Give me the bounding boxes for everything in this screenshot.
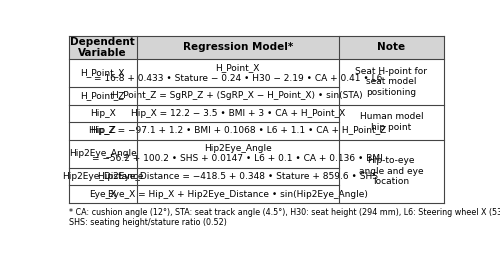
Bar <box>68 36 444 59</box>
Text: Eye_X: Eye_X <box>89 190 117 199</box>
Text: * CA: cushion angle (12°), STA: seat track angle (4.5°), H30: seat height (294 m: * CA: cushion angle (12°), STA: seat tra… <box>68 207 500 227</box>
Text: Hip2Eye_Angle: Hip2Eye_Angle <box>69 149 136 158</box>
Text: H_Point_Z = SgRP_Z + (SgRP_X − H_Point_X) • sin(STA): H_Point_Z = SgRP_Z + (SgRP_X − H_Point_X… <box>112 91 363 100</box>
Text: H_Point_X: H_Point_X <box>80 68 125 77</box>
Text: Hip2Eye_Distance = −418.5 + 0.348 • Stature + 859.6 • SHS: Hip2Eye_Distance = −418.5 + 0.348 • Stat… <box>98 172 378 181</box>
Text: Regression Model*: Regression Model* <box>182 42 293 52</box>
Text: Hip_Z = −97.1 + 1.2 • BMI + 0.1068 • L6 + 1.1 • CA + H_Point_Z: Hip_Z = −97.1 + 1.2 • BMI + 0.1068 • L6 … <box>89 126 386 135</box>
Text: Hip2Eye_Angle
= −56.2 + 100.2 • SHS + 0.0147 • L6 + 0.1 • CA + 0.136 • BMI: Hip2Eye_Angle = −56.2 + 100.2 • SHS + 0.… <box>92 144 383 164</box>
Text: H_Point_Z: H_Point_Z <box>80 91 125 100</box>
Text: Hip_X: Hip_X <box>90 109 116 118</box>
Text: Hip_Z: Hip_Z <box>90 126 116 135</box>
Text: Seat H-point for
seat model
positioning: Seat H-point for seat model positioning <box>356 67 428 97</box>
Text: Dependent
Variable: Dependent Variable <box>70 37 135 58</box>
Text: Hip2Eye_Distance: Hip2Eye_Distance <box>62 172 144 181</box>
Text: Human model
hip point: Human model hip point <box>360 112 423 132</box>
Text: Hip-to-eye
angle and eye
location: Hip-to-eye angle and eye location <box>359 157 424 186</box>
Text: H_Point_X
= 16.8 + 0.433 • Stature − 0.24 • H30 − 2.19 • CA + 0.41 • L6: H_Point_X = 16.8 + 0.433 • Stature − 0.2… <box>94 63 382 83</box>
Text: Eye_X = Hip_X + Hip2Eye_Distance • sin(Hip2Eye_Angle): Eye_X = Hip_X + Hip2Eye_Distance • sin(H… <box>108 190 368 199</box>
Text: Note: Note <box>378 42 406 52</box>
Text: Hip_X = 12.2 − 3.5 • BMI + 3 • CA + H_Point_X: Hip_X = 12.2 − 3.5 • BMI + 3 • CA + H_Po… <box>130 109 345 118</box>
